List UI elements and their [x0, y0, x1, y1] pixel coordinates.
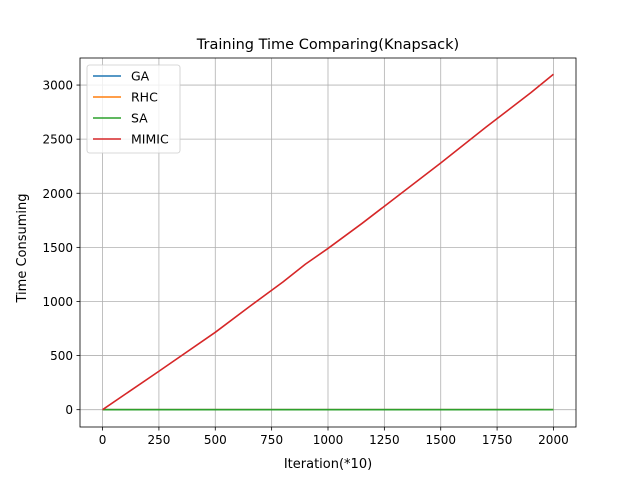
y-axis-label: Time Consuming — [15, 194, 30, 304]
y-tick-label: 0 — [65, 403, 73, 417]
axis-ticks: 0 250 500 750 1000 1250 1500 1750 2000 0 500 1000 15… — [42, 79, 568, 447]
legend-box — [86, 64, 181, 154]
y-tick-label: 1500 — [42, 241, 73, 255]
y-tick-label: 1000 — [42, 295, 73, 309]
legend-label-sa: SA — [131, 111, 148, 126]
legend-label-mimic: MIMIC — [131, 132, 169, 147]
x-tick-label: 250 — [147, 433, 170, 447]
legend-label-rhc: RHC — [131, 90, 158, 105]
y-tick-label: 2000 — [42, 187, 73, 201]
x-tick-label: 1750 — [482, 433, 513, 447]
y-tick-label: 3000 — [42, 79, 73, 93]
series-layer — [102, 73, 554, 411]
x-tick-label: 500 — [204, 433, 227, 447]
y-tick-label: 500 — [50, 349, 73, 363]
y-tick-label: 2500 — [42, 133, 73, 147]
legend: GA RHC SA MIMIC — [86, 64, 181, 154]
x-tick-label: 750 — [260, 433, 283, 447]
series-line-mimic — [102, 73, 554, 411]
legend-label-ga: GA — [131, 69, 150, 84]
x-axis-label: Iteration(*10) — [284, 457, 372, 472]
x-tick-label: 2000 — [538, 433, 569, 447]
x-tick-label: 1500 — [425, 433, 456, 447]
chart-title: Training Time Comparing(Knapsack) — [196, 37, 459, 53]
x-tick-label: 1000 — [313, 433, 344, 447]
x-tick-label: 0 — [99, 433, 107, 447]
x-tick-label: 1250 — [369, 433, 400, 447]
